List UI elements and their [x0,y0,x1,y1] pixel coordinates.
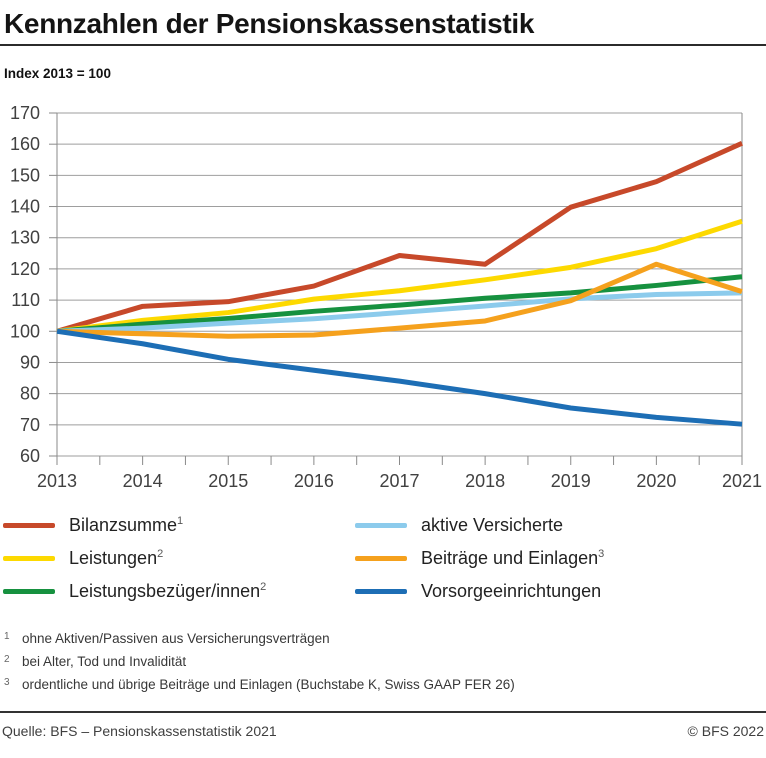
footnote-3: 3 ordentliche und übrige Beiträge und Ei… [4,676,766,699]
y-tick-label: 140 [10,197,40,217]
legend-swatch-aktive-versicherte [355,523,407,528]
legend-swatch-leistungsbezueger [3,589,55,594]
series-line-bilanzsumme [56,140,744,334]
y-tick-label: 70 [20,415,40,435]
x-tick-label: 2015 [208,471,248,491]
footnote-1: 1 ohne Aktiven/Passiven aus Versicherung… [4,630,766,653]
footnote-text: ordentliche und übrige Beiträge und Einl… [22,677,515,692]
y-tick-label: 170 [10,103,40,123]
legend-item-beitraege: Beiträge und Einlagen3 [355,542,766,575]
x-tick-label: 2017 [379,471,419,491]
y-tick-label: 90 [20,352,40,372]
legend-item-bilanzsumme: Bilanzsumme1 [3,509,355,542]
legend-item-vorsorgeeinrichtungen: Vorsorgeeinrichtungen [355,575,766,608]
legend-sup: 2 [260,581,267,593]
footnote-marker: 3 [4,677,10,688]
legend-swatch-vorsorgeeinrichtungen [355,589,407,594]
x-tick-label: 2016 [294,471,334,491]
legend-sup: 2 [157,548,164,560]
legend-swatch-leistungen [3,556,55,561]
copyright-text: © BFS 2022 [687,723,764,739]
footnote-marker: 2 [4,654,10,665]
footnote-text: ohne Aktiven/Passiven aus Versicherungsv… [22,631,330,646]
legend-sup: 1 [177,515,184,527]
legend-label-bilanzsumme: Bilanzsumme [69,515,178,535]
footnote-text: bei Alter, Tod und Invalidität [22,654,187,669]
x-tick-label: 2013 [37,471,77,491]
series-line-leistungsbez-ger-innen [56,274,743,334]
x-tick-label: 2021 [722,471,762,491]
y-tick-label: 80 [20,384,40,404]
footer-divider [0,711,766,713]
page-title: Kennzahlen der Pensionskassenstatistik [4,8,535,39]
x-tick-label: 2020 [636,471,676,491]
legend-item-leistungen: Leistungen2 [3,542,355,575]
y-tick-label: 130 [10,228,40,248]
y-tick-label: 120 [10,259,40,279]
y-tick-label: 60 [20,446,40,466]
series-line-aktive-versicherte [56,290,743,334]
series-line-leistungen [56,218,743,334]
footer: Quelle: BFS – Pensionskassenstatistik 20… [0,723,766,739]
y-tick-label: 150 [10,165,40,185]
source-text: Quelle: BFS – Pensionskassenstatistik 20… [2,723,277,739]
legend-sup: 3 [598,548,605,560]
y-tick-label: 110 [11,290,40,310]
index-base-label: Index 2013 = 100 [4,66,111,81]
title-divider [0,44,766,46]
line-chart: 60 70 80 90 100 110 120 130 140 150 160 170 2013 2014… [10,103,762,491]
legend-label-leistungsbezueger: Leistungsbezüger/innen [69,581,261,601]
series-line-vorsorgeeinrichtungen [56,328,743,427]
y-tick-label: 100 [10,321,40,341]
legend-label-beitraege: Beiträge und Einlagen [421,548,599,568]
legend-label-leistungen: Leistungen [69,548,158,568]
legend-item-aktive-versicherte: aktive Versicherte [355,509,766,542]
x-tick-label: 2018 [465,471,505,491]
footnote-marker: 1 [4,631,10,642]
footnote-2: 2 bei Alter, Tod und Invalidität [4,653,766,676]
x-tick-label: 2019 [551,471,591,491]
footnotes: 1 ohne Aktiven/Passiven aus Versicherung… [4,630,766,699]
legend-swatch-beitraege [355,556,407,561]
series-line-beitr-ge-und-einlagen [56,261,743,339]
legend-item-leistungsbezueger: Leistungsbezüger/innen2 [3,575,355,608]
x-tick-label: 2014 [123,471,163,491]
legend-swatch-bilanzsumme [3,523,55,528]
chart-legend: Bilanzsumme1 Leistungen2 Leistungsbezüge… [3,509,766,608]
y-tick-label: 160 [10,134,40,154]
legend-label-aktive-versicherte: aktive Versicherte [421,515,564,535]
legend-label-vorsorgeeinrichtungen: Vorsorgeeinrichtungen [421,581,602,601]
